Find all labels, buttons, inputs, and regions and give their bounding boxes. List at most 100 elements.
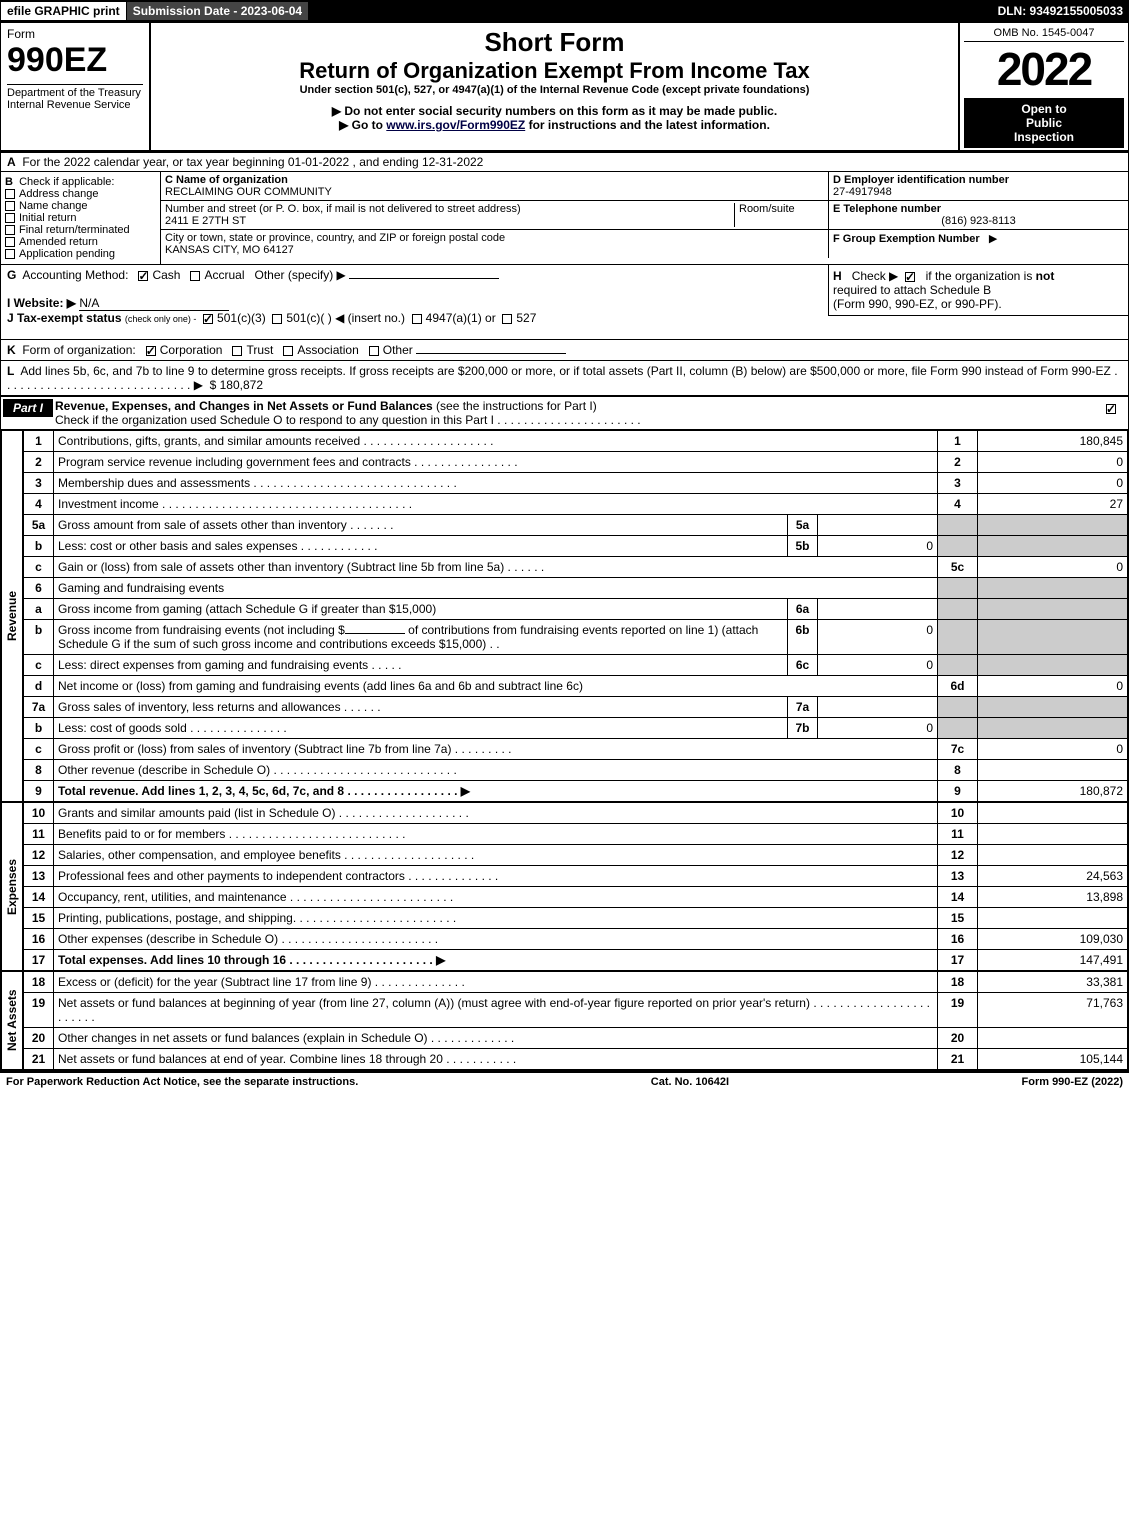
efile-label[interactable]: efile GRAPHIC print [0, 1, 127, 21]
line-4: 4Investment income . . . . . . . . . . .… [24, 494, 1128, 515]
l6a-grey2 [978, 599, 1128, 620]
line-3: 3Membership dues and assessments . . . .… [24, 473, 1128, 494]
l16-text: Other expenses (describe in Schedule O) … [54, 929, 938, 950]
line-5c: cGain or (loss) from sale of assets othe… [24, 557, 1128, 578]
l4-num: 4 [24, 494, 54, 515]
l8-rnum: 8 [938, 760, 978, 781]
line-6a: aGross income from gaming (attach Schedu… [24, 599, 1128, 620]
checkbox-accrual[interactable] [190, 271, 200, 281]
checkbox-501c3[interactable] [203, 314, 213, 324]
checkbox-address-change[interactable] [5, 189, 15, 199]
l7b-grey1 [938, 718, 978, 739]
part1-see: (see the instructions for Part I) [436, 399, 597, 413]
sec-a-label: A [7, 155, 16, 169]
dln: DLN: 93492155005033 [992, 2, 1129, 20]
l16-num: 16 [24, 929, 54, 950]
opt-trust: Trust [246, 343, 273, 357]
section-g-h: G Accounting Method: Cash Accrual Other … [1, 264, 1128, 339]
l1-text: Contributions, gifts, grants, and simila… [54, 431, 938, 452]
l7a-grey1 [938, 697, 978, 718]
checkbox-527[interactable] [502, 314, 512, 324]
top-bar: efile GRAPHIC print Submission Date - 20… [0, 0, 1129, 22]
line-15: 15Printing, publications, postage, and s… [24, 908, 1128, 929]
line-6c: cLess: direct expenses from gaming and f… [24, 655, 1128, 676]
l21-rnum: 21 [938, 1049, 978, 1070]
line-5a: 5aGross amount from sale of assets other… [24, 515, 1128, 536]
checkbox-trust[interactable] [232, 346, 242, 356]
checkbox-amended[interactable] [5, 237, 15, 247]
section-l: L Add lines 5b, 6c, and 7b to line 9 to … [1, 360, 1128, 395]
sec-b-label: B [5, 176, 13, 188]
checkbox-4947[interactable] [412, 314, 422, 324]
l6d-rnum: 6d [938, 676, 978, 697]
checkbox-final-return[interactable] [5, 225, 15, 235]
sec-e-label: E Telephone number [833, 203, 941, 215]
checkbox-pending[interactable] [5, 249, 15, 259]
l4-text: Investment income . . . . . . . . . . . … [54, 494, 938, 515]
l5a-text: Gross amount from sale of assets other t… [54, 515, 788, 536]
opt-assoc: Association [297, 343, 358, 357]
footer: For Paperwork Reduction Act Notice, see … [0, 1071, 1129, 1091]
l19-num: 19 [24, 993, 54, 1028]
checkbox-assoc[interactable] [283, 346, 293, 356]
sec-j-label: J Tax-exempt status [7, 311, 122, 325]
opt-501c3: 501(c)(3) [217, 311, 266, 325]
l7a-text: Gross sales of inventory, less returns a… [54, 697, 788, 718]
checkbox-name-change[interactable] [5, 201, 15, 211]
l1-num: 1 [24, 431, 54, 452]
tax-year: 2022 [964, 42, 1124, 96]
other-specify-line[interactable] [349, 278, 499, 279]
checkbox-initial-return[interactable] [5, 213, 15, 223]
revenue-block: Revenue 1Contributions, gifts, grants, a… [1, 430, 1128, 802]
l6c-mv: 0 [818, 655, 938, 676]
l8-num: 8 [24, 760, 54, 781]
l6a-grey1 [938, 599, 978, 620]
line-6d: dNet income or (loss) from gaming and fu… [24, 676, 1128, 697]
line-10: 10Grants and similar amounts paid (list … [24, 803, 1128, 824]
l17-num: 17 [24, 950, 54, 971]
l4-rnum: 4 [938, 494, 978, 515]
line-18: 18Excess or (deficit) for the year (Subt… [24, 972, 1128, 993]
sec-a-text: For the 2022 calendar year, or tax year … [22, 155, 483, 169]
checkbox-cash[interactable] [138, 271, 148, 281]
l9-val: 180,872 [978, 781, 1128, 802]
l7a-grey2 [978, 697, 1128, 718]
l6b-blank[interactable] [345, 633, 405, 634]
netassets-side-label: Net Assets [1, 971, 23, 1070]
checkbox-other-org[interactable] [369, 346, 379, 356]
l5b-grey1 [938, 536, 978, 557]
sec-c-city-label: City or town, state or province, country… [165, 232, 505, 244]
footer-form-no: 990-EZ [1052, 1076, 1088, 1088]
checkbox-corp[interactable] [146, 346, 156, 356]
line-17: 17Total expenses. Add lines 10 through 1… [24, 950, 1128, 971]
l14-rnum: 14 [938, 887, 978, 908]
netassets-table: 18Excess or (deficit) for the year (Subt… [23, 971, 1128, 1070]
line-16: 16Other expenses (describe in Schedule O… [24, 929, 1128, 950]
sec-j-sub: (check only one) - [125, 314, 197, 324]
l7b-num: b [24, 718, 54, 739]
sec-h-label: H [833, 269, 842, 283]
irs-link[interactable]: www.irs.gov/Form990EZ [386, 118, 525, 132]
sec-d-label: D Employer identification number [833, 174, 1009, 186]
l7c-val: 0 [978, 739, 1128, 760]
part1-check: Check if the organization used Schedule … [55, 413, 641, 427]
sec-c-name-label: C Name of organization [165, 174, 288, 186]
checkbox-501c[interactable] [272, 314, 282, 324]
l11-rnum: 11 [938, 824, 978, 845]
other-org-line[interactable] [416, 353, 566, 354]
line-2: 2Program service revenue including gover… [24, 452, 1128, 473]
website-value: N/A [79, 296, 229, 311]
line-9: 9Total revenue. Add lines 1, 2, 3, 4, 5c… [24, 781, 1128, 802]
l8-text: Other revenue (describe in Schedule O) .… [54, 760, 938, 781]
opt-527: 527 [516, 311, 536, 325]
l15-text: Printing, publications, postage, and shi… [54, 908, 938, 929]
l6b-t1: Gross income from fundraising events (no… [58, 623, 345, 637]
l7b-text: Less: cost of goods sold . . . . . . . .… [54, 718, 788, 739]
l7a-mv [818, 697, 938, 718]
checkbox-schedule-o[interactable] [1106, 404, 1116, 414]
l9-rnum: 9 [938, 781, 978, 802]
l13-text: Professional fees and other payments to … [54, 866, 938, 887]
checkbox-sched-b[interactable] [905, 272, 915, 282]
room-suite-label: Room/suite [739, 203, 795, 215]
footer-form-post: (2022) [1091, 1076, 1123, 1088]
